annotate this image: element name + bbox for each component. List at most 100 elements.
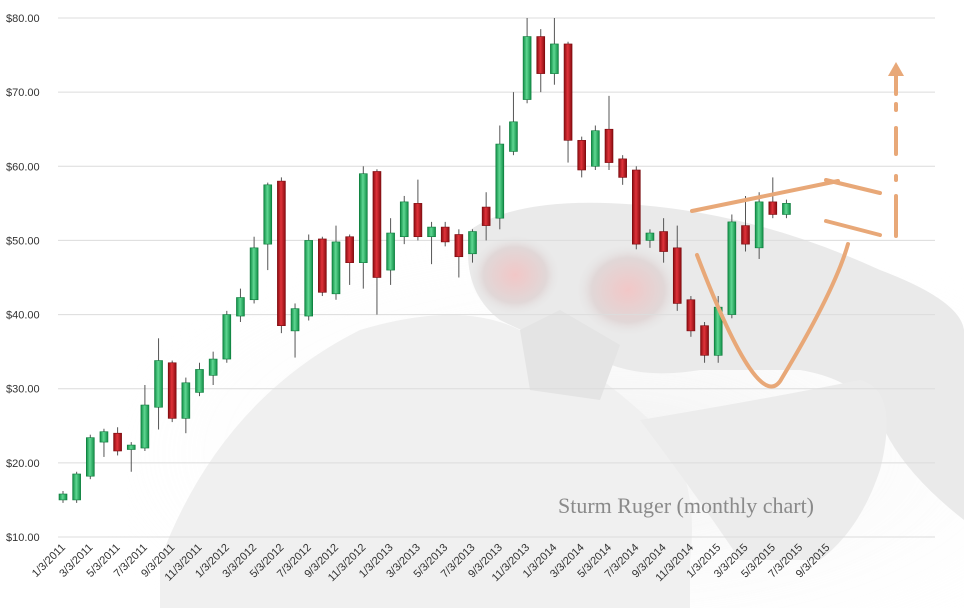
- candle-body-up: [195, 369, 204, 393]
- candle: [727, 214, 737, 319]
- background-watermark: [40, 200, 964, 608]
- candle: [509, 92, 518, 156]
- y-tick-label: $30.00: [6, 384, 40, 396]
- candle: [386, 218, 395, 285]
- candle-body-up: [72, 473, 81, 501]
- candle-body-up: [754, 201, 764, 249]
- candle-body-up: [181, 382, 191, 419]
- candle-body-up: [236, 297, 245, 317]
- candle-body-down: [741, 225, 750, 245]
- candle-body-up: [58, 493, 68, 501]
- candle: [468, 229, 477, 263]
- candle-body-down: [440, 226, 450, 243]
- candle: [754, 192, 764, 259]
- candle: [427, 221, 436, 265]
- y-tick-label: $70.00: [6, 87, 40, 99]
- candle: [195, 362, 204, 397]
- breakout-arrow-icon: [888, 62, 904, 76]
- candle: [454, 229, 464, 278]
- candle: [550, 18, 559, 85]
- y-tick-label: $20.00: [6, 458, 40, 470]
- candle: [536, 29, 546, 93]
- candle: [290, 303, 300, 358]
- candle: [413, 179, 423, 241]
- candle: [631, 166, 641, 250]
- candle-body-down: [318, 238, 327, 293]
- candle-body-down: [686, 299, 696, 332]
- candle-body-down: [113, 432, 122, 452]
- candle-body-down: [481, 206, 491, 226]
- candle: [741, 195, 750, 252]
- candle-body-down: [700, 325, 709, 356]
- candle-body-down: [454, 234, 464, 258]
- candle: [372, 169, 382, 315]
- candle-body-down: [604, 128, 614, 163]
- candle: [672, 225, 682, 311]
- candle: [249, 236, 259, 304]
- candle: [700, 321, 709, 363]
- candle-body-up: [509, 121, 518, 152]
- candle: [86, 434, 95, 480]
- candle-body-up: [495, 143, 505, 219]
- candle: [58, 491, 68, 503]
- candle: [481, 192, 491, 241]
- candle: [99, 428, 109, 457]
- candle-body-up: [154, 360, 163, 408]
- candle: [604, 95, 614, 170]
- y-tick-label: $60.00: [6, 161, 40, 173]
- chart-title: Sturm Ruger (monthly chart): [558, 493, 814, 518]
- candle: [495, 125, 505, 230]
- cup-and-handle-annotation: [690, 74, 898, 389]
- candle-body-up: [263, 184, 273, 245]
- candle-body-up: [591, 130, 600, 167]
- candle-body-up: [645, 232, 655, 241]
- candle: [686, 296, 696, 337]
- candle: [208, 351, 218, 386]
- candle: [72, 471, 81, 503]
- candle: [768, 177, 778, 219]
- candle-body-up: [727, 221, 737, 315]
- candle-body-down: [563, 43, 573, 141]
- candle: [236, 288, 245, 322]
- candle-body-up: [304, 240, 314, 317]
- y-axis: $10.00 $20.00 $30.00 $40.00 $50.00 $60.00 $70.…: [6, 13, 40, 544]
- candle: [577, 136, 587, 178]
- candle: [263, 182, 273, 271]
- candle-body-up: [208, 358, 218, 376]
- candle-body-down: [618, 158, 627, 178]
- candle: [181, 377, 191, 434]
- candle: [591, 125, 600, 170]
- candle: [331, 225, 341, 300]
- candle: [345, 234, 354, 285]
- candle-body-down: [277, 180, 286, 326]
- candle: [399, 195, 409, 245]
- candle: [618, 155, 627, 185]
- candle: [126, 442, 136, 472]
- candle-body-down: [167, 362, 177, 419]
- candle-body-down: [659, 231, 668, 252]
- candle-body-up: [468, 231, 477, 255]
- handle-channel-lower: [824, 219, 882, 237]
- candle-body-up: [550, 43, 559, 74]
- candle: [277, 177, 286, 334]
- candle-body-up: [782, 203, 791, 215]
- candle-body-down: [768, 201, 778, 215]
- handle-channel-upper: [824, 178, 882, 195]
- candle: [659, 218, 668, 263]
- candles: [58, 18, 791, 503]
- candle: [154, 338, 163, 430]
- candle-body-up: [399, 201, 409, 238]
- candle-body-up: [427, 226, 436, 238]
- candle-body-up: [126, 444, 136, 450]
- cup-curve: [695, 242, 850, 389]
- candle-body-down: [372, 171, 382, 278]
- candle-body-up: [522, 36, 532, 100]
- candle-body-up: [249, 247, 259, 301]
- candle: [440, 221, 450, 247]
- candle: [222, 310, 232, 363]
- y-tick-label: $80.00: [6, 13, 40, 25]
- candle-body-up: [290, 308, 300, 332]
- candle: [522, 18, 532, 104]
- candle: [358, 166, 368, 289]
